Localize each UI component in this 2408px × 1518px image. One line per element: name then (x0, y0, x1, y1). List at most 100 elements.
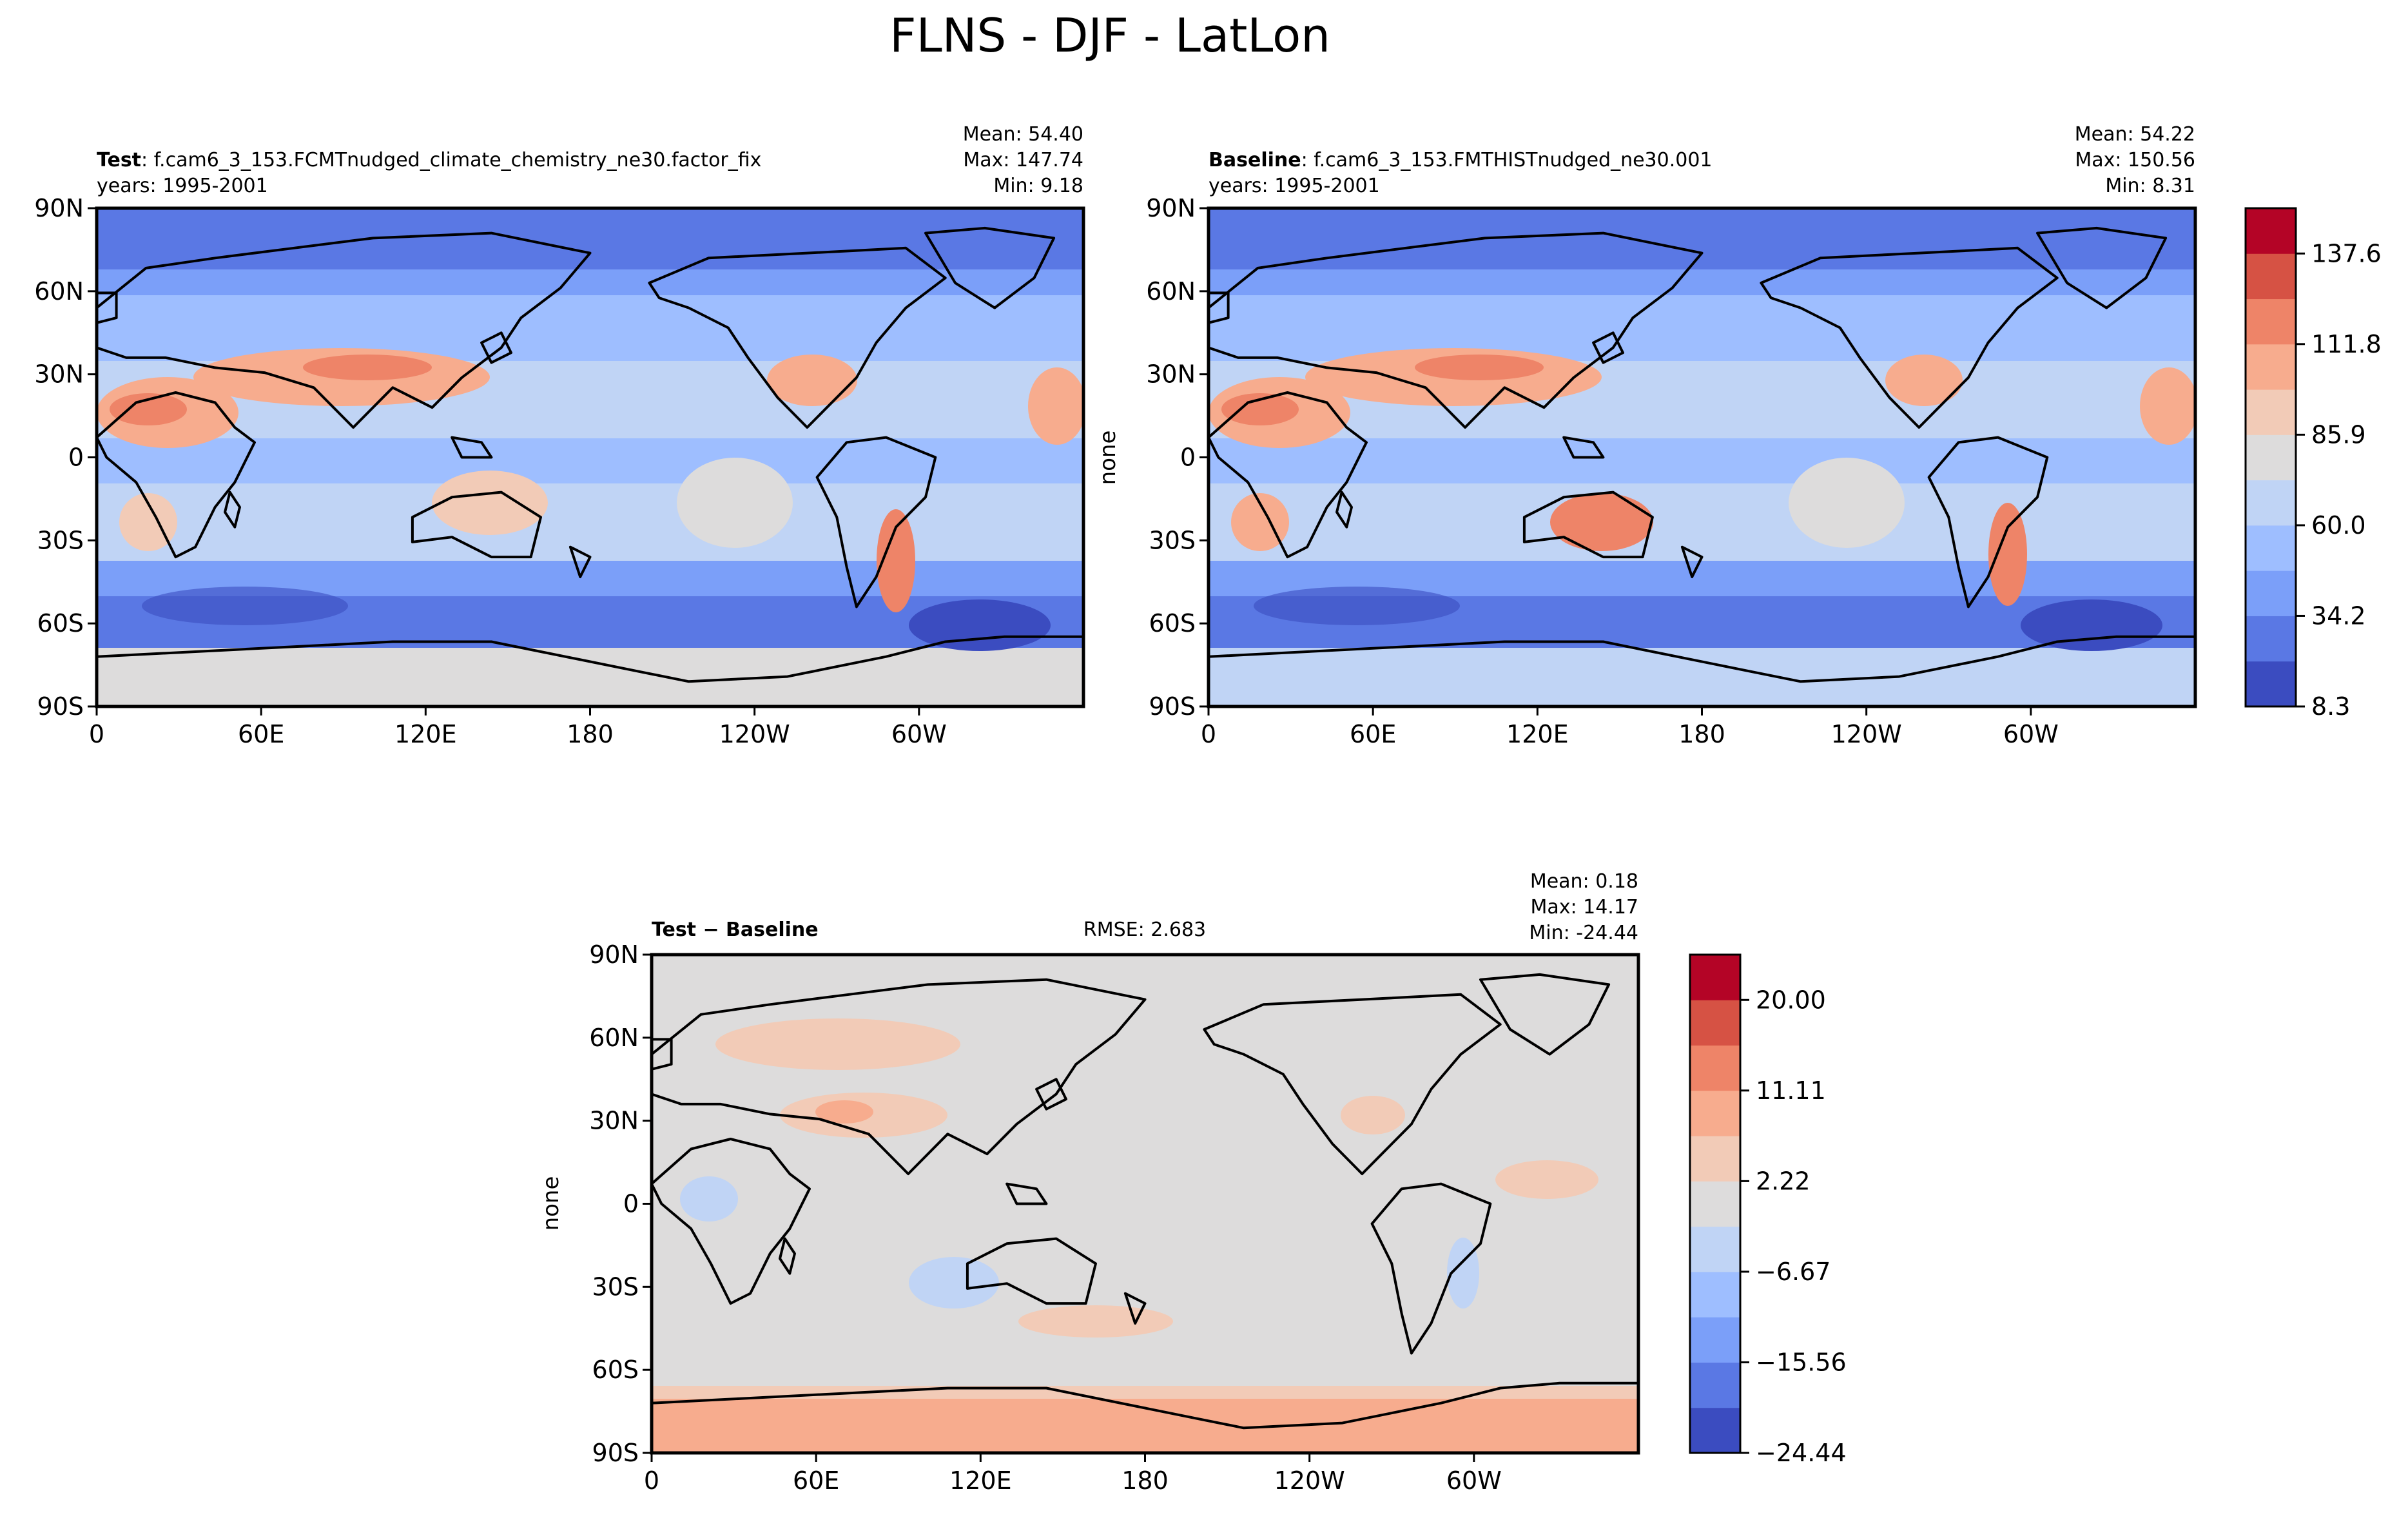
baseline-colorbar-label: 85.9 (2311, 420, 2366, 449)
difference-xtick-label: 60E (793, 1466, 839, 1495)
test-stat-max: Max: 147.74 (963, 149, 1083, 171)
difference-coastlines (650, 973, 1638, 1430)
test-xtick-label: 60W (891, 720, 947, 748)
baseline-coastline-segment (1760, 246, 2059, 429)
test-map-field (97, 208, 1083, 706)
baseline-coastline-segment (1207, 391, 1368, 559)
difference-coastline-segment (650, 978, 1147, 1176)
test-xtick-label: 120E (394, 720, 457, 748)
difference-stat-max: Max: 14.17 (1530, 896, 1638, 919)
baseline-coastline-segment (1207, 231, 1704, 429)
difference-coastline-segment (651, 1381, 1638, 1430)
difference-coastline-segment (650, 1138, 811, 1305)
difference-stat-mean: Mean: 0.18 (1530, 870, 1638, 893)
test-stat-mean: Mean: 54.40 (963, 123, 1083, 146)
difference-colorbar-swatch (1690, 1407, 1740, 1454)
baseline-coastlines (1207, 226, 2195, 683)
difference-colorbar-label: −24.44 (1756, 1439, 1847, 1467)
baseline-colorbar-swatch (2246, 434, 2296, 481)
difference-colorbar-label: 2.22 (1756, 1167, 1811, 1195)
baseline-coastline-segment (1592, 331, 1624, 364)
test-coastline-segment (480, 331, 512, 364)
baseline-colorbar-swatch (2246, 570, 2296, 616)
difference-colorbar-swatch (1690, 1362, 1740, 1408)
baseline-coastline-segment (2036, 226, 2168, 309)
difference-colorbar-swatch (1690, 1136, 1740, 1182)
test-coastline-segment (815, 436, 937, 608)
baseline-colorbar-label: 111.8 (2311, 330, 2382, 358)
difference-xtick-label: 120W (1274, 1466, 1345, 1495)
baseline-stat-max: Max: 150.56 (2075, 149, 2195, 171)
difference-colorbar-label: −15.56 (1756, 1348, 1847, 1376)
difference-colorbar-label: −6.67 (1756, 1258, 1830, 1286)
test-coastline-segment (568, 545, 592, 578)
baseline-colorbar-label: 137.6 (2311, 239, 2382, 268)
baseline-coastline-segment (1208, 635, 2195, 683)
difference-colorbar-label: 20.00 (1756, 986, 1826, 1014)
test-coastline-segment (95, 231, 592, 429)
test-stat-min: Min: 9.18 (993, 175, 1083, 197)
difference-coastline-segment (779, 1237, 796, 1275)
baseline-colorbar-label: 60.0 (2311, 511, 2366, 540)
test-title-bold: Test (97, 149, 141, 171)
test-xtick-label: 180 (567, 720, 614, 748)
coastlines (95, 226, 2195, 1430)
difference-ytick-label: 60N (589, 1024, 639, 1052)
difference-coastline-segment (1123, 1292, 1147, 1325)
baseline-colorbar: 137.6 111.8 85.9 60.0 34.2 8.3 (2244, 207, 2382, 721)
baseline-xtick-label: 180 (1678, 720, 1725, 748)
test-ytick-label: 30N (34, 360, 84, 389)
baseline-xtick-label: 60W (2003, 720, 2059, 748)
test-coastline-segment (95, 391, 256, 559)
baseline-colorbar-swatch (2246, 389, 2296, 435)
difference-xtick-label: 60W (1446, 1466, 1502, 1495)
difference-coastline-segment (1370, 1182, 1492, 1355)
difference-coastline-segment (966, 1237, 1097, 1305)
difference-ytick-label: 30S (592, 1272, 639, 1301)
baseline-title-case: : f.cam6_3_153.FMTHISTnudged_ne30.001 (1301, 149, 1713, 171)
baseline-xtick-label: 0 (1201, 720, 1216, 748)
difference-colorbar-swatch (1690, 955, 1740, 1000)
baseline-axes: 0 60E 120E 180 120W 60W 90N 60N 30N 0 30S 60S 90S (1146, 194, 2197, 748)
test-coastline-segment (451, 436, 493, 459)
test-coastline-segment (224, 491, 241, 529)
test-xtick-label: 0 (89, 720, 104, 748)
baseline-colorbar-label: 34.2 (2311, 601, 2366, 630)
baseline-colorbar-swatch (2246, 253, 2296, 300)
baseline-ytick-label: 90N (1146, 194, 1196, 222)
baseline-years: years: 1995-2001 (1209, 175, 1380, 197)
difference-colorbar-swatch (1690, 1271, 1740, 1318)
baseline-xtick-label: 60E (1350, 720, 1396, 748)
baseline-coastline-segment (1680, 545, 1704, 578)
difference-ytick-label: 0 (623, 1190, 639, 1218)
test-xtick-label: 60E (238, 720, 284, 748)
baseline-colorbar-swatch (2246, 480, 2296, 526)
baseline-title: Baseline: f.cam6_3_153.FMTHISTnudged_ne3… (1209, 149, 1713, 171)
test-coastline-segment (924, 226, 1056, 309)
baseline-panel: Mean: 54.22 Max: 150.56 Min: 8.31 Baseli… (1095, 123, 2195, 706)
test-ytick-label: 0 (68, 443, 84, 472)
baseline-ylabel: none (1095, 431, 1121, 485)
difference-coastline-segment (1035, 1078, 1067, 1111)
difference-colorbar: 20.00 11.11 2.22 −6.67 −15.56 −24.44 (1689, 953, 1847, 1467)
difference-xtick-label: 180 (1121, 1466, 1169, 1495)
baseline-colorbar-swatch (2246, 661, 2296, 707)
baseline-xtick-label: 120W (1831, 720, 1902, 748)
difference-colorbar-swatch (1690, 1045, 1740, 1091)
baseline-ytick-label: 60N (1146, 277, 1196, 306)
test-ytick-label: 30S (37, 526, 84, 554)
baseline-ytick-label: 30N (1146, 360, 1196, 389)
difference-coastline-segment (1203, 993, 1502, 1176)
test-coastline-segment (648, 246, 947, 429)
test-title-case: : f.cam6_3_153.FCMTnudged_climate_chemis… (141, 149, 761, 171)
test-axes: 0 60E 120E 180 120W 60W 90N 60N 30N 0 30S 60S 90S (34, 194, 1085, 748)
baseline-ytick-label: 30S (1149, 526, 1196, 554)
difference-colorbar-swatch (1690, 1226, 1740, 1272)
difference-stat-min: Min: -24.44 (1529, 922, 1638, 944)
difference-ylabel: none (538, 1176, 564, 1231)
difference-colorbar-swatch (1690, 1317, 1740, 1363)
difference-colorbar-label: 11.11 (1756, 1076, 1826, 1105)
baseline-colorbar-swatch (2246, 616, 2296, 662)
